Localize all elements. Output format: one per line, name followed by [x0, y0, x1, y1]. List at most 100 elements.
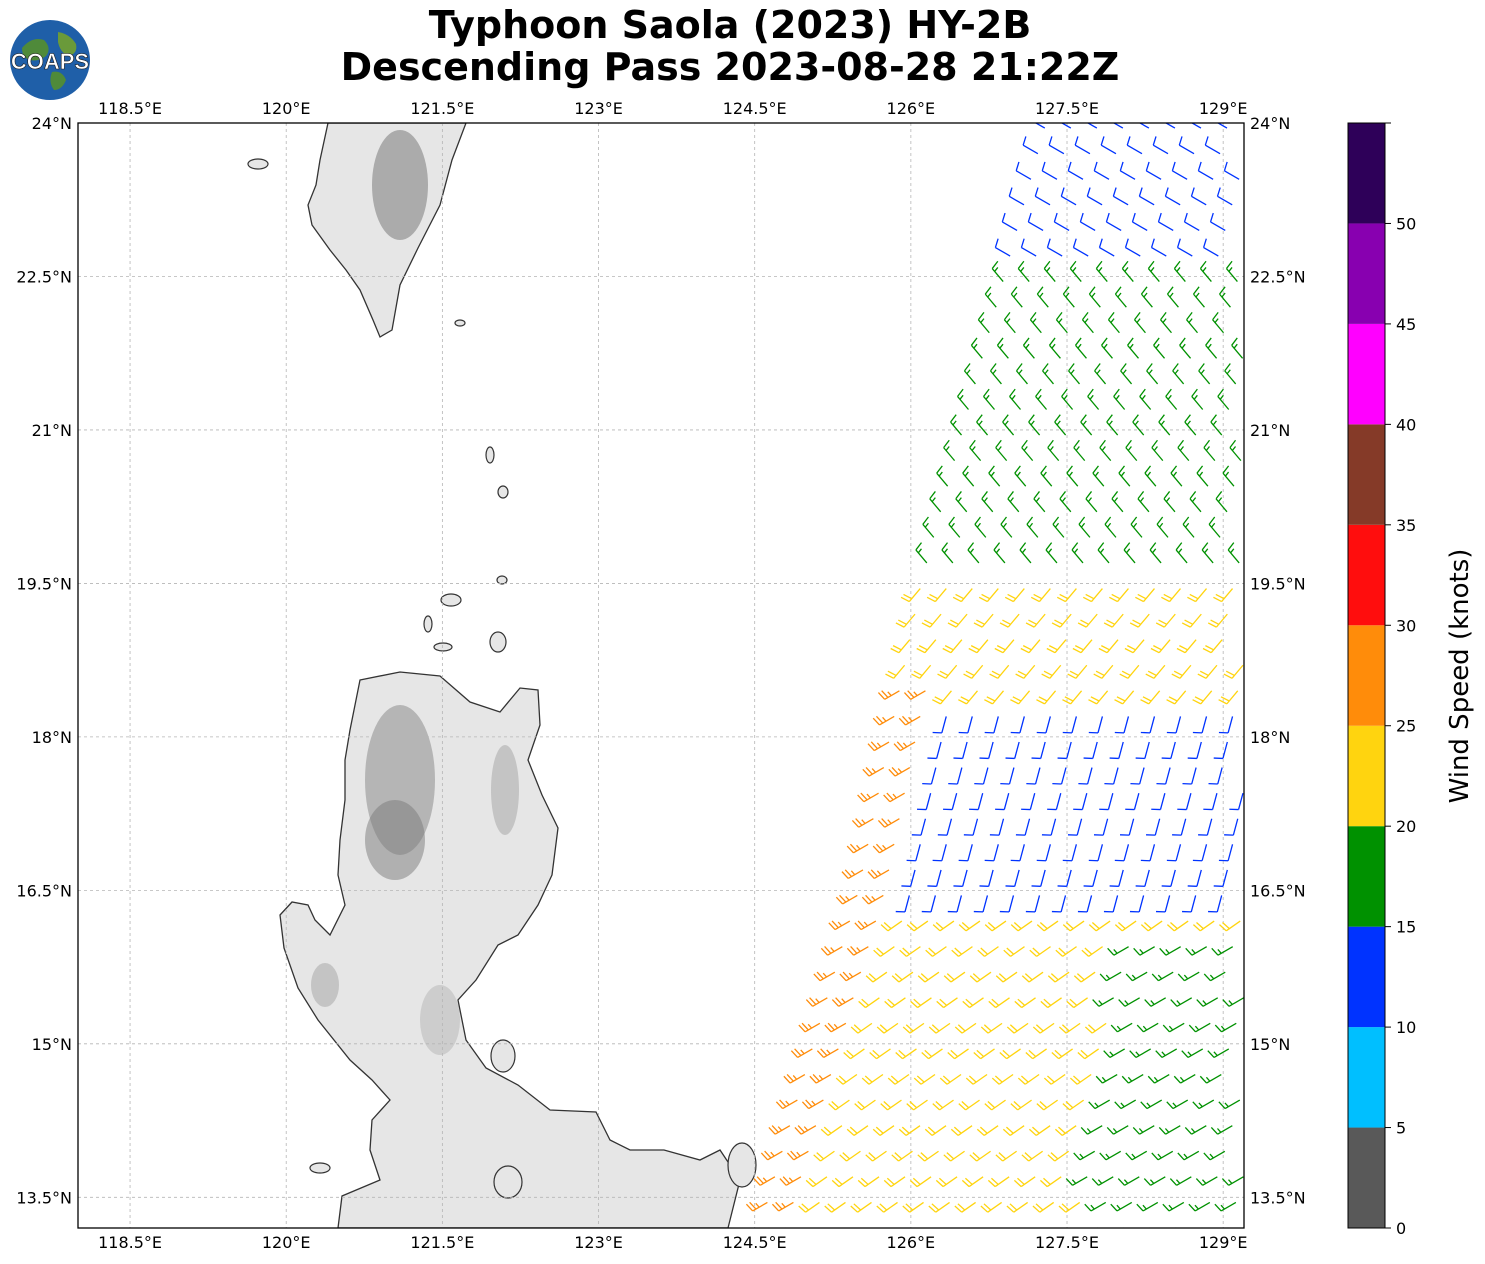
colorbar-tick-label: 30 — [1396, 616, 1416, 635]
wind-barb — [884, 997, 906, 1009]
wind-barb — [1036, 690, 1057, 705]
wind-barb — [1197, 161, 1214, 180]
wind-barb — [921, 895, 937, 913]
wind-barb — [1003, 311, 1016, 334]
wind-barb — [779, 1176, 802, 1186]
wind-barb — [861, 1073, 884, 1085]
wind-barb — [1202, 639, 1223, 654]
wind-barb — [1162, 1022, 1185, 1033]
wind-barb — [1147, 1073, 1170, 1084]
wind-barb — [1114, 1099, 1137, 1110]
wind-barb — [1199, 1073, 1222, 1084]
wind-barb — [1207, 1048, 1230, 1059]
wind-barb — [1155, 895, 1171, 913]
wind-barb — [1040, 997, 1062, 1009]
wind-barb — [1182, 767, 1197, 785]
wind-barb — [1093, 161, 1110, 180]
colorbar-tick-label: 15 — [1396, 918, 1416, 937]
wind-barb — [948, 767, 963, 785]
wind-barb — [872, 843, 895, 854]
wind-barb — [917, 1150, 939, 1162]
wind-barb — [984, 716, 999, 734]
lanyu-island — [454, 319, 466, 327]
lon-tick-label-top: 120°E — [262, 99, 311, 118]
wind-barb — [932, 690, 952, 705]
terrain-shade — [311, 963, 339, 1007]
lat-tick-label-left: 15°N — [32, 1035, 72, 1054]
wind-barb — [1196, 997, 1219, 1007]
wind-barb — [1222, 997, 1244, 1007]
wind-barb — [969, 1150, 991, 1162]
wind-barb — [995, 439, 1008, 462]
wind-barb — [1161, 588, 1181, 603]
wind-barb — [1015, 818, 1031, 836]
wind-barb — [831, 997, 854, 1007]
wind-barb — [824, 1022, 847, 1033]
lat-tick-label-right: 22.5°N — [1250, 267, 1306, 286]
wind-barb — [966, 1227, 969, 1228]
wind-barb — [906, 844, 921, 862]
wind-barb — [916, 792, 932, 811]
wind-barb — [1133, 946, 1155, 956]
wind-barb — [1094, 363, 1107, 385]
colorbar-bin — [1348, 926, 1385, 1028]
wind-barb — [963, 363, 976, 385]
wind-barb — [805, 1176, 828, 1188]
wind-barb — [1061, 388, 1074, 410]
wind-barb — [1207, 613, 1228, 628]
wind-barb — [1151, 439, 1164, 462]
colorbar-tick-label: 35 — [1396, 516, 1416, 535]
wind-barb — [1040, 465, 1053, 487]
wind-barb — [932, 1099, 954, 1111]
wind-barb — [1162, 1201, 1185, 1212]
wind-barb — [1172, 818, 1187, 836]
lon-tick-label-top: 118.5°E — [98, 99, 162, 118]
wind-barb — [862, 1227, 865, 1228]
wind-barb — [1147, 260, 1160, 283]
wind-barb — [954, 1022, 977, 1034]
wind-barb — [1144, 465, 1157, 487]
wind-barb — [1151, 971, 1174, 982]
wind-barb — [947, 613, 968, 628]
wind-barb — [1081, 311, 1094, 334]
wind-barb — [891, 1150, 913, 1162]
catanduanes-island — [727, 1142, 757, 1188]
wind-barb — [1127, 337, 1140, 359]
wind-barb — [1073, 792, 1088, 811]
wind-barb — [1067, 818, 1083, 836]
wind-barb — [1178, 136, 1195, 155]
wind-barb — [790, 1048, 813, 1059]
wind-barb — [1053, 212, 1070, 231]
wind-barb — [1021, 971, 1044, 983]
colorbar-bin — [1348, 123, 1385, 224]
wind-barb — [903, 690, 926, 700]
wind-barb — [1077, 895, 1093, 913]
wind-barb — [994, 639, 1015, 654]
wind-barb — [995, 971, 1018, 983]
wind-barb — [1182, 895, 1197, 913]
wind-barb — [1004, 588, 1025, 603]
wind-barb — [1052, 516, 1065, 538]
longitude-tick-labels: 118.5°E 118.5°E 120°E 120°E 121.5°E 121.5°E 12… — [98, 99, 1247, 1252]
wind-barb — [771, 1201, 794, 1212]
wind-barb — [839, 971, 862, 982]
wind-barb — [970, 337, 983, 359]
wind-barb — [953, 869, 968, 887]
wind-barb — [898, 715, 921, 726]
wind-barb — [925, 946, 947, 957]
wind-barb — [1192, 716, 1208, 734]
wind-barb — [1196, 465, 1209, 487]
wind-barb — [865, 971, 888, 983]
wind-barb — [872, 1125, 895, 1136]
wind-barb — [1136, 1022, 1159, 1033]
wind-barb — [1221, 1176, 1244, 1186]
wind-barb — [862, 766, 885, 777]
wind-barb — [1224, 363, 1237, 385]
wind-barb — [1005, 741, 1020, 760]
wind-barb — [1057, 869, 1072, 887]
wind-barb — [1069, 260, 1082, 283]
wind-barb — [969, 792, 984, 811]
lon-tick-label-bottom: 129°E — [1199, 1233, 1248, 1252]
wind-barb — [988, 997, 1010, 1009]
wind-barb — [883, 792, 905, 803]
